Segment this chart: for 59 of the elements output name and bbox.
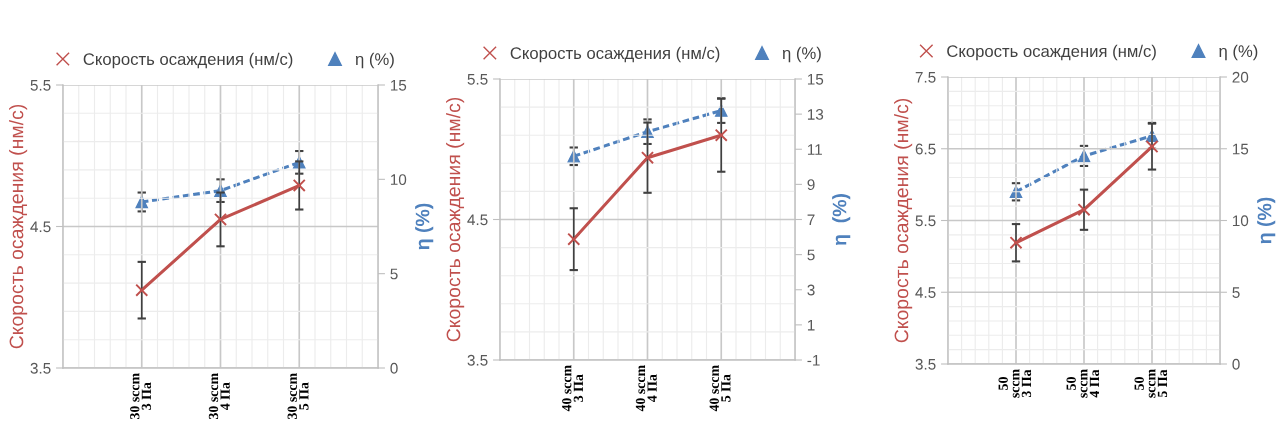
y2-tick-label: 0 — [1232, 358, 1240, 370]
y2-tick-label: 20 — [1232, 71, 1249, 83]
y2-axis-title: η (%) — [1257, 197, 1276, 244]
point — [567, 232, 581, 246]
y2-tick-label: 5 — [807, 249, 815, 261]
x-tick-label: 40 sccm 4 Па — [635, 365, 657, 412]
y-tick-label: 3.5 — [467, 354, 488, 366]
y2-tick-label: 5 — [390, 268, 398, 280]
y-tick-label: 7.5 — [915, 72, 936, 83]
legend-label: η (%) — [355, 52, 394, 69]
point — [1009, 236, 1023, 250]
x-tick-label: 30 sccm 5 Па — [287, 373, 309, 419]
legend-label: Скорость осаждения (нм/с) — [510, 46, 720, 63]
y2-tick-label: 15 — [1232, 143, 1249, 155]
y-tick-label: 4.5 — [467, 214, 488, 226]
y-tick-label: 6.5 — [915, 143, 936, 155]
y2-tick-label: 15 — [390, 80, 407, 91]
point — [1077, 203, 1091, 217]
y-axis-title: Скорость осаждения (нм/с) — [9, 104, 28, 349]
y-tick-label: 3.5 — [30, 362, 51, 374]
x-tick-label: 50 sccm 3 Па — [998, 369, 1032, 398]
x-tick-label: 50 sccm 5 Па — [1134, 369, 1168, 398]
point — [1145, 140, 1159, 154]
point — [640, 151, 655, 165]
x-tick-label: 30 sccm 4 Па — [208, 373, 230, 419]
y-tick-label: 4.5 — [30, 221, 51, 233]
y-tick-label: 5.5 — [30, 80, 51, 91]
y2-tick-label: 3 — [807, 284, 815, 296]
x-tick-label: 40 sccm 3 Па — [562, 365, 584, 412]
legend-label: η (%) — [782, 46, 821, 63]
point — [292, 178, 306, 192]
point — [213, 212, 228, 226]
y2-axis-title: η (%) — [832, 194, 851, 245]
y-axis-title: Скорость осаждения (нм/с) — [446, 97, 465, 342]
y-tick-label: 5.5 — [467, 74, 488, 85]
y-tick-label: 3.5 — [915, 358, 936, 370]
y-tick-label: 5.5 — [915, 215, 936, 227]
y2-tick-label: 5 — [1232, 287, 1240, 298]
y2-tick-label: 10 — [1232, 215, 1249, 227]
x-tick-label: 30 sccm 3 Па — [130, 373, 152, 419]
y2-tick-label: 7 — [807, 214, 815, 226]
x-tick-label: 50 sccm 4 Па — [1066, 369, 1100, 398]
point — [714, 128, 728, 142]
point — [135, 283, 149, 297]
y2-tick-label: 0 — [390, 362, 398, 374]
y2-tick-label: 10 — [390, 174, 407, 186]
y2-tick-label: 1 — [807, 319, 815, 331]
y2-tick-label: 15 — [807, 74, 824, 85]
y2-tick-label: 9 — [807, 179, 815, 191]
y2-tick-label: -1 — [807, 355, 820, 366]
x-tick-label: 40 sccm 5 Па — [709, 365, 731, 412]
y2-tick-label: 11 — [807, 144, 822, 155]
legend-label: Скорость осаждения (нм/с) — [83, 52, 293, 69]
legend-label: η (%) — [1219, 44, 1258, 61]
y-tick-label: 4.5 — [915, 287, 936, 298]
y-axis-title: Скорость осаждения (нм/с) — [894, 98, 913, 343]
y2-axis-title: η (%) — [415, 203, 434, 250]
y2-tick-label: 13 — [807, 108, 824, 120]
legend-label: Скорость осаждения (нм/с) — [947, 44, 1156, 61]
